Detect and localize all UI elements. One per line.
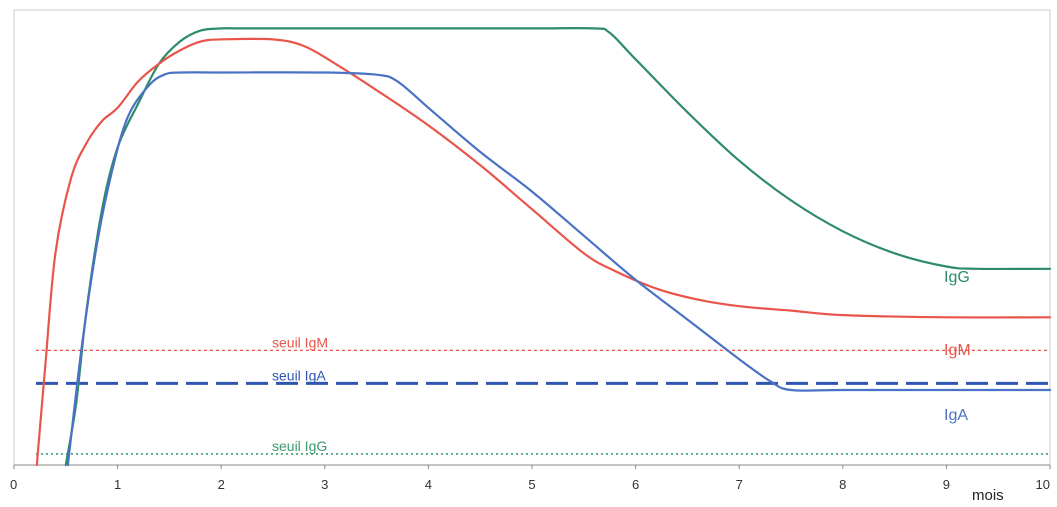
x-tick-label: 4 [425, 477, 432, 492]
x-tick-label: 2 [218, 477, 225, 492]
x-tick-label: 7 [736, 477, 743, 492]
igg-curve [64, 26, 1052, 467]
x-tick-label: 10 [1036, 477, 1050, 492]
x-tick-label: 9 [943, 477, 950, 492]
seuil-iga-label: seuil IgA [272, 367, 326, 383]
x-tick-label: 6 [632, 477, 639, 492]
igm-curve [35, 37, 1052, 467]
antibody-curves [35, 26, 1052, 467]
x-tick-label: 1 [114, 477, 121, 492]
curve-labels: IgG IgM IgA [944, 269, 971, 424]
plot-frame [13, 9, 1051, 466]
seuil-igg-label: seuil IgG [272, 438, 327, 454]
x-tick-label: 5 [528, 477, 535, 492]
x-axis-unit-label: mois [972, 487, 1004, 504]
seuil-igm-label: seuil IgM [272, 334, 328, 350]
iga-label: IgA [944, 407, 968, 424]
x-axis-ticks: 0 1 2 3 4 5 6 7 8 9 10 [10, 465, 1051, 492]
x-tick-label: 8 [839, 477, 846, 492]
igm-label: IgM [944, 342, 971, 359]
iga-curve [66, 71, 1052, 467]
threshold-lines: seuil IgM seuil IgA seuil IgG [36, 334, 1050, 455]
igg-label: IgG [944, 269, 970, 286]
x-tick-label: 0 [10, 477, 17, 492]
x-tick-label: 3 [321, 477, 328, 492]
